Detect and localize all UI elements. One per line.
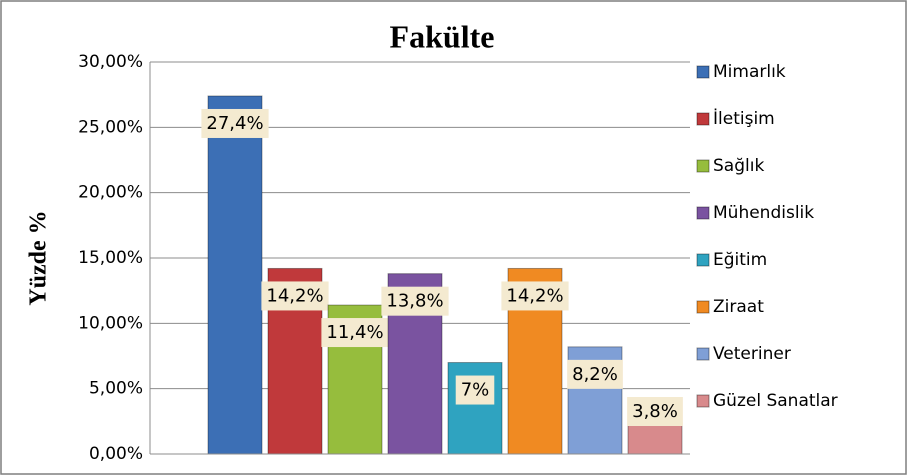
legend-label: Mimarlık <box>713 62 786 82</box>
legend-label: Sağlık <box>713 156 764 176</box>
value-label-bg <box>261 281 329 311</box>
legend-swatch <box>696 159 710 173</box>
legend-swatch <box>696 394 710 408</box>
legend-swatch <box>696 65 710 79</box>
value-label-bg <box>567 359 623 389</box>
legend-swatch <box>696 300 710 314</box>
bar <box>207 95 263 455</box>
y-tick-label: 15,00% <box>78 248 143 268</box>
legend-label: Ziraat <box>713 297 764 317</box>
value-label: 3,8% <box>632 401 678 422</box>
legend-swatch <box>696 253 710 267</box>
y-axis-label: Yüzde % <box>26 210 52 305</box>
value-label: 14,2% <box>266 285 323 306</box>
value-label: 8,2% <box>572 364 618 385</box>
legend-swatch <box>696 112 710 126</box>
value-label-bg <box>501 281 569 311</box>
value-label-bg <box>381 286 449 316</box>
legend-label: İletişim <box>713 108 775 129</box>
value-label-bg <box>201 108 269 138</box>
value-label: 11,4% <box>326 322 383 343</box>
legend-swatch <box>696 347 710 361</box>
legend-label: Mühendislik <box>713 203 814 223</box>
value-label-bg <box>321 318 389 348</box>
value-label: 7% <box>461 380 490 401</box>
y-tick-label: 10,00% <box>78 313 143 333</box>
value-label-bg <box>627 397 683 426</box>
value-label: 27,4% <box>206 113 263 134</box>
y-tick-label: 30,00% <box>78 52 143 72</box>
chart-title: Fakülte <box>390 18 495 54</box>
legend-label: Güzel Sanatlar <box>713 391 838 411</box>
value-label-bg <box>455 375 495 405</box>
y-tick-label: 5,00% <box>89 379 143 399</box>
y-tick-label: 20,00% <box>78 183 143 203</box>
y-tick-label: 0,00% <box>89 444 143 464</box>
value-label: 14,2% <box>506 285 563 306</box>
legend-label: Veteriner <box>713 344 791 364</box>
y-tick-label: 25,00% <box>78 117 143 137</box>
legend-swatch <box>696 206 710 220</box>
legend-label: Eğitim <box>713 250 767 270</box>
value-label: 13,8% <box>386 291 443 312</box>
